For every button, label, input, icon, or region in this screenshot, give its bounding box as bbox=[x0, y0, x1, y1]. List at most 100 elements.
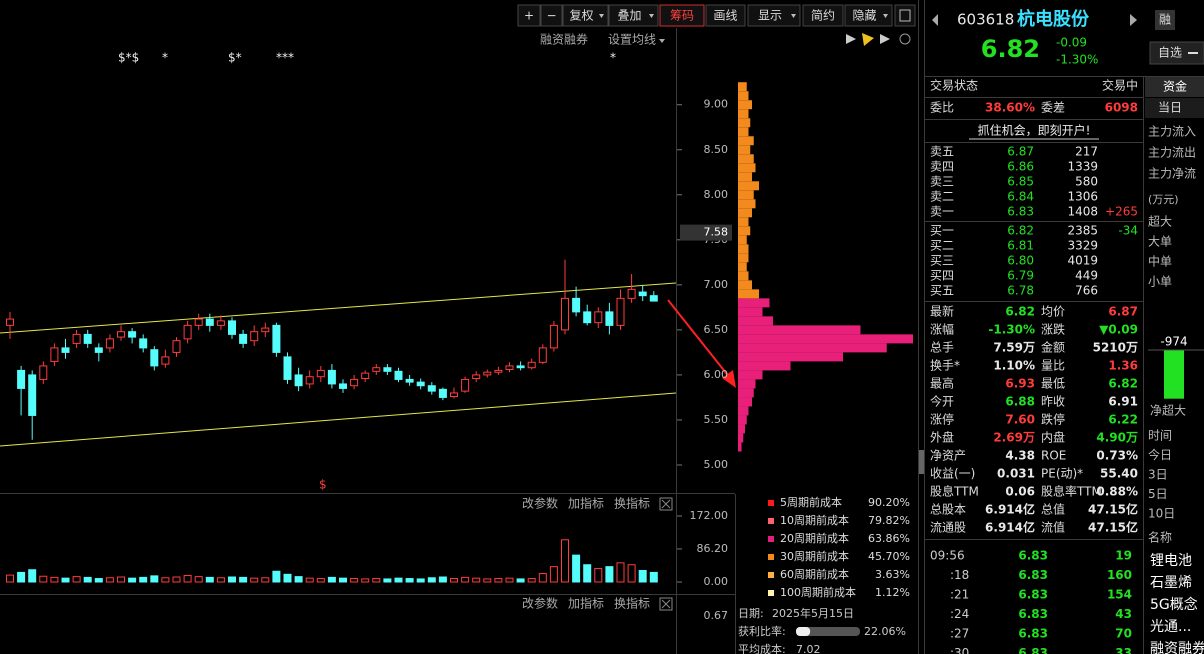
volume-bar bbox=[494, 578, 503, 583]
candle-body bbox=[527, 361, 536, 369]
legend-value: 90.20% bbox=[868, 496, 910, 509]
toolbar-button-label[interactable]: 筹码 bbox=[670, 9, 694, 23]
watch-button[interactable] bbox=[1149, 41, 1204, 65]
volume-bar bbox=[117, 576, 125, 583]
chip-tools[interactable] bbox=[846, 33, 911, 46]
toolbar-button[interactable] bbox=[705, 4, 746, 27]
indicator-button[interactable]: 加指标 bbox=[568, 596, 604, 611]
flow-tab[interactable]: 资金 bbox=[1163, 79, 1187, 94]
stat-value: 1.36 bbox=[1108, 359, 1138, 373]
toolbar-button[interactable] bbox=[608, 4, 659, 27]
volume-bar bbox=[450, 578, 458, 583]
dropdown-icon bbox=[659, 39, 665, 43]
flow-period[interactable]: 10日 bbox=[1148, 507, 1175, 521]
collapse-handle[interactable] bbox=[919, 450, 924, 474]
flow-period[interactable]: 今日 bbox=[1148, 447, 1172, 462]
flow-tab[interactable]: 当日 bbox=[1158, 101, 1182, 115]
indicator-button[interactable]: 改参数 bbox=[522, 596, 558, 611]
stat-label: 总值 bbox=[1041, 502, 1065, 517]
indicator-button[interactable]: 换指标 bbox=[614, 496, 650, 511]
stat-label: 最高 bbox=[930, 376, 954, 391]
candle-body bbox=[494, 369, 503, 373]
tick-volume: 160 bbox=[1107, 568, 1132, 582]
watch-button-label[interactable]: 自选 bbox=[1158, 46, 1182, 60]
volume-bar bbox=[350, 578, 359, 583]
toolbar-button-label[interactable]: 隐藏 bbox=[852, 9, 876, 23]
stat-value: ▼0.09 bbox=[1099, 323, 1138, 337]
tick-volume: 43 bbox=[1115, 607, 1132, 621]
toolbar-button[interactable] bbox=[659, 4, 705, 27]
book-level: 卖四 bbox=[930, 160, 954, 174]
chip-bar bbox=[738, 388, 754, 398]
toolbar-button[interactable] bbox=[802, 4, 844, 27]
chip-bar bbox=[738, 145, 751, 155]
volume-bar bbox=[183, 574, 192, 583]
fullscreen-button[interactable] bbox=[894, 4, 916, 27]
toolbar-button[interactable] bbox=[747, 4, 801, 27]
stat-value: 47.15亿 bbox=[1088, 502, 1138, 517]
chip-bar bbox=[738, 433, 744, 443]
legend-swatch bbox=[768, 536, 774, 542]
book-price: 6.83 bbox=[1007, 205, 1034, 219]
toolbar-button[interactable] bbox=[562, 4, 609, 27]
candle-body bbox=[283, 356, 292, 380]
chart-link[interactable]: 融资融券 bbox=[540, 32, 588, 47]
chip-bar bbox=[738, 442, 742, 452]
volume-bar bbox=[61, 577, 70, 583]
flow-period[interactable]: 3日 bbox=[1148, 468, 1168, 482]
legend-value: 1.12% bbox=[875, 586, 910, 599]
toolbar-button-label[interactable]: + bbox=[524, 9, 534, 23]
volume-bar bbox=[316, 578, 325, 583]
concept[interactable]: 5G概念 bbox=[1150, 596, 1198, 613]
volume-bar bbox=[549, 566, 558, 583]
close-button[interactable] bbox=[659, 497, 673, 511]
flow-period[interactable]: 5日 bbox=[1148, 487, 1168, 501]
volume-bar bbox=[28, 569, 37, 583]
volume-bar bbox=[472, 577, 481, 583]
volume-bar bbox=[327, 576, 336, 583]
toolbar-button-label[interactable]: 叠加 bbox=[617, 9, 641, 23]
concept[interactable]: 融资融券 bbox=[1150, 641, 1204, 654]
ratio-label: 委比 bbox=[930, 101, 954, 115]
indicator-button[interactable]: 换指标 bbox=[614, 596, 650, 611]
volume-bar bbox=[361, 578, 370, 583]
candle-body bbox=[538, 347, 547, 363]
indicator-button[interactable]: 加指标 bbox=[568, 496, 604, 511]
close-button[interactable] bbox=[659, 597, 673, 611]
concept[interactable]: 锂电池 bbox=[1150, 553, 1192, 569]
flow-period: 时间 bbox=[1148, 429, 1172, 443]
y-tick-label: 9.00 bbox=[704, 98, 729, 111]
stat-label: 流通股 bbox=[930, 521, 966, 535]
chart-link[interactable]: 设置均线 bbox=[608, 33, 656, 47]
volume-bar bbox=[427, 577, 436, 583]
profit-ratio: 22.06% bbox=[864, 625, 906, 638]
toolbar-button-label[interactable]: − bbox=[546, 9, 556, 23]
toolbar-button[interactable] bbox=[844, 4, 893, 27]
concept[interactable]: 石墨烯 bbox=[1150, 575, 1192, 591]
indicator-button[interactable]: 改参数 bbox=[522, 496, 558, 511]
candle-body bbox=[117, 331, 125, 338]
dropdown-icon bbox=[649, 14, 654, 18]
volume-bar bbox=[139, 576, 148, 583]
toolbar-button-label[interactable]: 显示 bbox=[758, 9, 782, 23]
book-level: 卖五 bbox=[930, 145, 954, 159]
next-icon[interactable] bbox=[1130, 14, 1137, 26]
chip-bar bbox=[738, 280, 752, 290]
volume-bar bbox=[627, 564, 636, 583]
prev-icon[interactable] bbox=[932, 14, 938, 26]
legend-swatch bbox=[768, 518, 774, 524]
toolbar-button-label[interactable]: 复权 bbox=[569, 9, 593, 23]
stat-label: 总股本 bbox=[930, 503, 966, 517]
promo-link[interactable]: 抓住机会，即刻开户! bbox=[978, 123, 1091, 138]
stat-label: ROE bbox=[1041, 449, 1066, 463]
concept[interactable]: 光通... bbox=[1150, 619, 1191, 635]
stat-value: -1.30% bbox=[988, 323, 1035, 337]
toolbar-button-label[interactable]: 画线 bbox=[713, 9, 737, 23]
legend-swatch bbox=[768, 590, 774, 596]
volume-bar bbox=[594, 568, 603, 583]
toolbar-button[interactable] bbox=[540, 4, 563, 27]
toolbar-button-label[interactable]: 简约 bbox=[811, 8, 835, 23]
legend-label: 30周期前成本 bbox=[780, 549, 849, 563]
toolbar-button[interactable] bbox=[517, 4, 541, 27]
stat-label: 最新 bbox=[930, 304, 954, 319]
